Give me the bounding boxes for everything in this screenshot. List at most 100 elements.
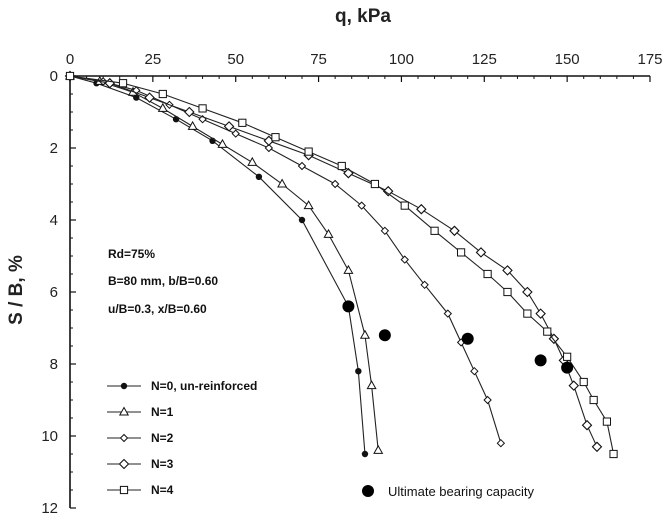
data-point (470, 366, 479, 376)
data-point (157, 102, 168, 112)
data-point (380, 226, 390, 236)
y-tick-label: 10 (41, 428, 58, 445)
data-point (370, 179, 380, 189)
data-point (579, 377, 588, 387)
y-tick-label: 4 (50, 212, 58, 229)
legend-label: N=4 (151, 483, 174, 497)
data-point (563, 352, 572, 361)
data-point (187, 120, 198, 130)
data-point (264, 143, 274, 153)
x-tick-label: 150 (555, 51, 580, 68)
data-point (449, 225, 460, 237)
series-n0 (66, 72, 369, 458)
data-point (382, 185, 394, 197)
annotation-line-3: u/B=0.3, x/B=0.60 (108, 302, 207, 316)
data-point (133, 94, 140, 101)
ultimate-bearing-point (534, 354, 547, 367)
data-point (357, 201, 366, 210)
data-point (184, 106, 195, 118)
data-point (609, 449, 618, 459)
data-point (223, 121, 235, 132)
test-conditions-annotation: Rd=75% B=80 mm, b/B=0.60 u/B=0.3, x/B=0.… (108, 247, 218, 316)
series-n3 (64, 70, 603, 453)
x-tick-label: 175 (637, 51, 662, 68)
data-point (475, 247, 487, 258)
data-point (483, 269, 492, 279)
data-point (337, 161, 346, 171)
y-tick-label: 8 (50, 356, 58, 373)
data-point (503, 287, 512, 297)
x-tick-label: 100 (389, 51, 414, 68)
data-point (65, 71, 75, 81)
data-point (144, 92, 155, 103)
data-point (400, 255, 409, 264)
legend-marker (118, 406, 130, 416)
series-line (69, 75, 366, 455)
legend-marker (118, 458, 130, 470)
data-point (361, 450, 369, 458)
data-point (330, 179, 340, 189)
plot-axes: 0 25 50 75 100 125 150 175 0 2 4 6 8 10 12 (41, 51, 662, 517)
data-point (591, 441, 603, 453)
data-point (543, 327, 552, 336)
ultimate-bearing-point (342, 300, 355, 313)
data-point (255, 173, 263, 180)
legend-label: N=3 (151, 457, 174, 471)
legend-ultimate-label: Ultimate bearing capacity (388, 484, 534, 499)
series-n4 (65, 71, 618, 459)
annotation-line-1: Rd=75% (108, 247, 155, 261)
data-point (298, 216, 306, 224)
legend-marker (119, 485, 129, 495)
data-point (568, 380, 580, 391)
data-point (271, 133, 280, 142)
legend-label: N=1 (151, 405, 174, 419)
series-line (69, 75, 615, 455)
x-tick-label: 75 (310, 51, 327, 68)
y-axis-title: S / B, % (6, 255, 27, 325)
data-point (416, 203, 427, 215)
data-point (323, 228, 334, 238)
ultimate-bearing-point (378, 329, 391, 342)
y-tick-label: 2 (50, 140, 58, 157)
y-tick-label: 0 (50, 68, 58, 85)
data-point (522, 286, 533, 298)
x-tick-label: 50 (227, 51, 244, 68)
data-point (217, 138, 228, 148)
data-point (496, 438, 506, 448)
data-point (430, 226, 439, 235)
data-point (355, 368, 362, 375)
data-point (343, 264, 354, 274)
legend-ultimate-marker (362, 485, 374, 497)
data-point (231, 129, 240, 138)
data-point (158, 89, 167, 99)
data-point (483, 395, 492, 405)
legend-marker (119, 433, 129, 443)
legend-label: N=0, un-reinforced (151, 379, 257, 393)
legend-label: N=2 (151, 431, 174, 445)
data-point (420, 280, 429, 290)
legend: N=0, un-reinforced N=1 N=2 N=3 N=4 Ultimate b… (107, 379, 534, 499)
legend-marker (120, 382, 128, 390)
data-point (277, 178, 288, 188)
data-point (118, 79, 128, 88)
data-point (443, 309, 453, 318)
data-point (297, 161, 307, 171)
data-point (238, 118, 247, 127)
ultimate-bearing-point (461, 332, 474, 345)
data-point (198, 104, 207, 113)
data-point (589, 395, 598, 405)
data-point (303, 200, 314, 210)
series-layer (64, 70, 618, 459)
data-point (581, 419, 593, 431)
annotation-line-2: B=80 mm, b/B=0.60 (108, 274, 218, 288)
data-point (359, 329, 371, 339)
data-point (502, 265, 513, 276)
series-line (69, 75, 598, 448)
y-tick-label: 12 (41, 500, 58, 517)
ultimate-bearing-point (561, 361, 574, 374)
series-line (69, 75, 379, 451)
data-point (373, 444, 384, 454)
data-point (456, 248, 466, 257)
x-tick-label: 0 (66, 51, 74, 68)
